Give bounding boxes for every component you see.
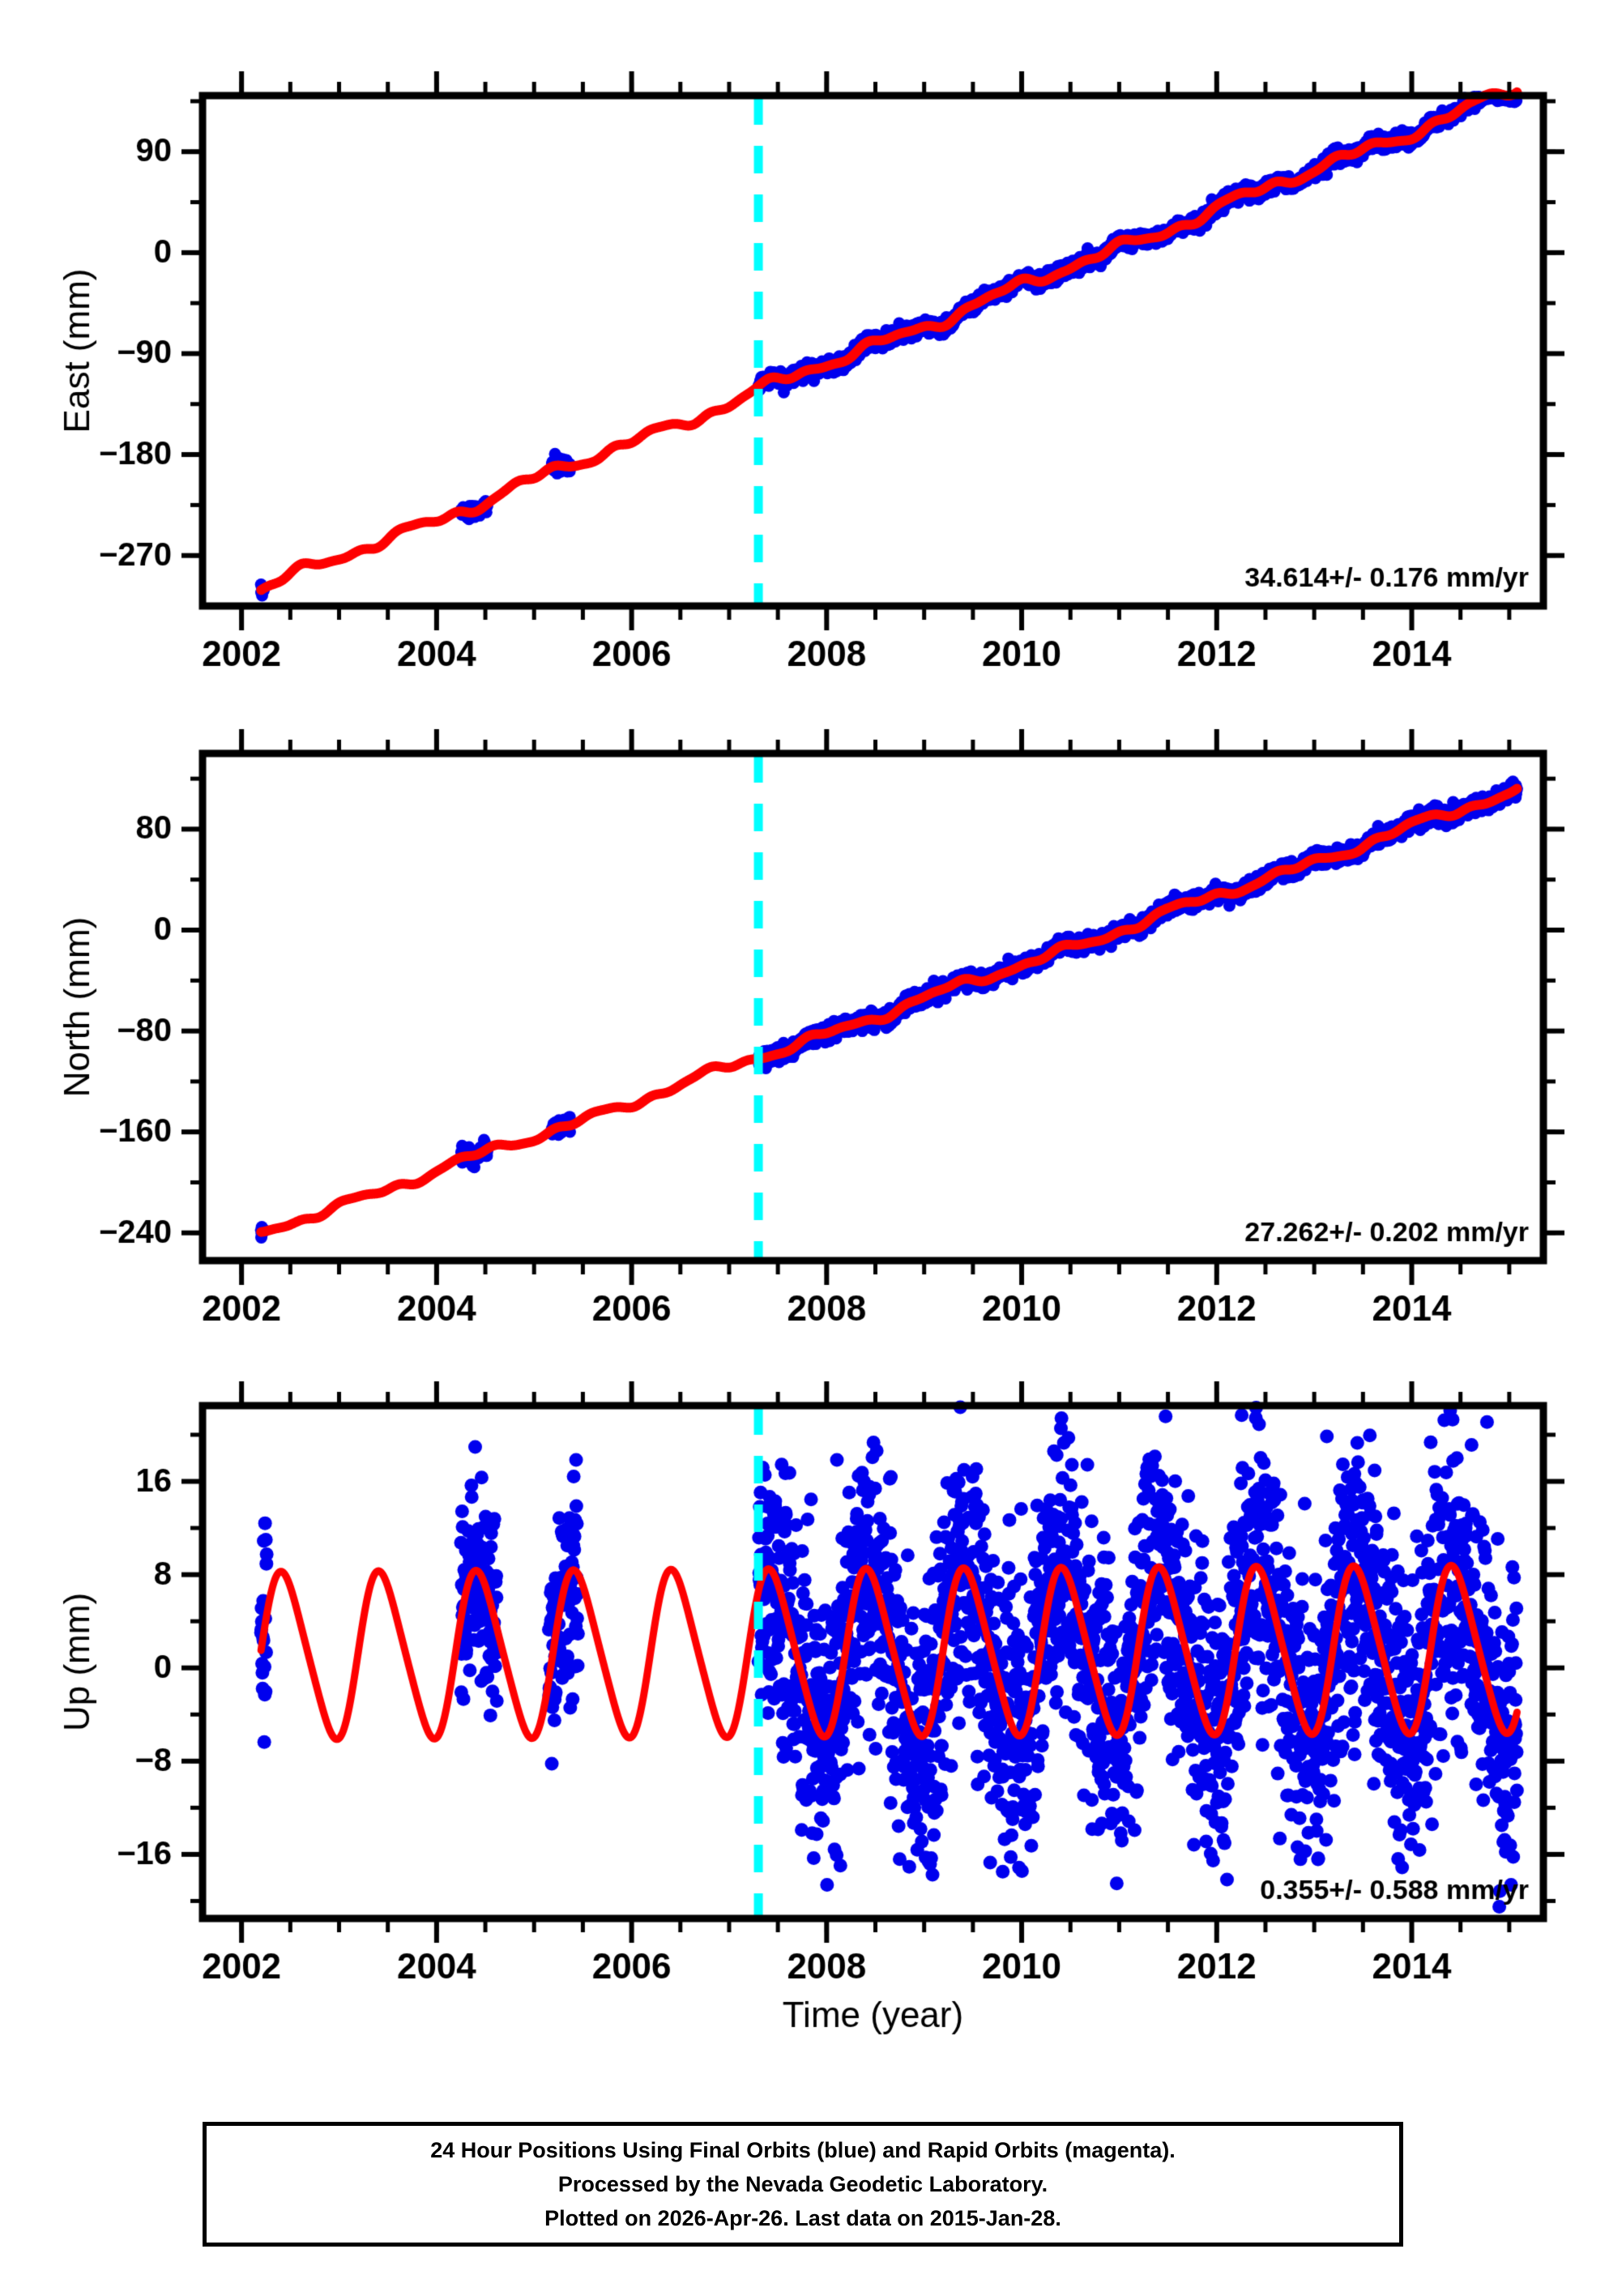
- footer-line-1: 24 Hour Positions Using Final Orbits (bl…: [430, 2138, 1176, 2162]
- footer-caption-box: 24 Hour Positions Using Final Orbits (bl…: [203, 2122, 1403, 2247]
- footer-line-3: Plotted on 2026-Apr-26. Last data on 201…: [544, 2206, 1061, 2230]
- footer-line-2: Processed by the Nevada Geodetic Laborat…: [557, 2172, 1048, 2196]
